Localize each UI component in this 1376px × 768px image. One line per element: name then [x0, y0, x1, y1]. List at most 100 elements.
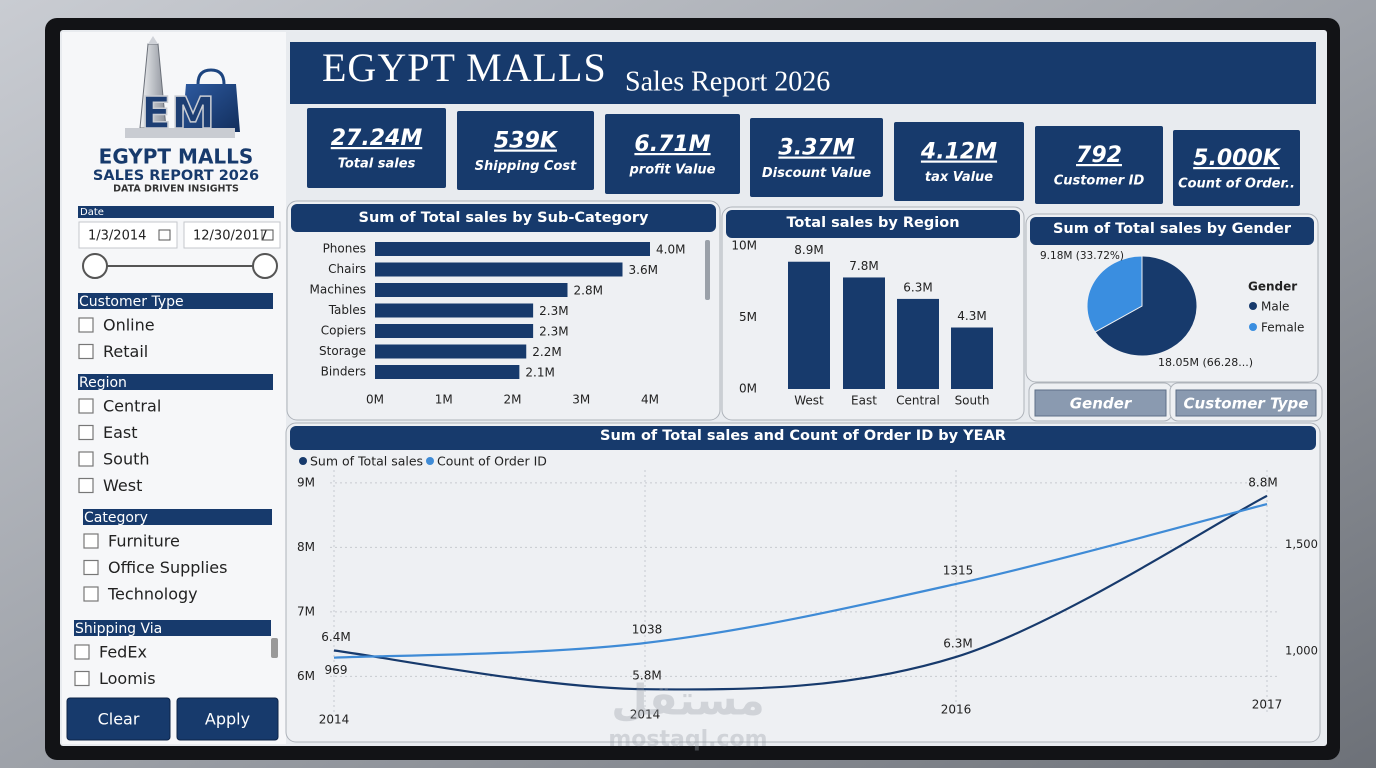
filter-option[interactable]: West: [103, 476, 142, 495]
kpi-value: 27.24M: [331, 126, 423, 151]
date-input[interactable]: [183, 221, 281, 249]
kpi-label: Shipping Cost: [475, 159, 577, 174]
legend-label: Male: [1261, 300, 1289, 314]
filter-option[interactable]: Office Supplies: [108, 558, 227, 577]
filter-header: [74, 620, 271, 636]
kpi-label: Total sales: [338, 157, 416, 172]
tab-label[interactable]: Gender: [1070, 395, 1133, 413]
filter-option[interactable]: Retail: [103, 342, 148, 361]
kpi-label: Customer ID: [1054, 174, 1145, 189]
legend-swatch: [1249, 302, 1257, 310]
logo-bag: [182, 84, 240, 132]
category-label: Binders: [321, 365, 366, 379]
filter-button-label[interactable]: Apply: [205, 710, 250, 729]
checkbox[interactable]: [83, 533, 99, 549]
data-label: 6.3M: [943, 636, 972, 650]
filter-option[interactable]: Furniture: [108, 532, 180, 551]
date-slider-handle[interactable]: [82, 253, 108, 279]
data-label: 2.8M: [574, 284, 603, 298]
calendar-icon[interactable]: [158, 229, 171, 241]
kpi-card: [894, 122, 1024, 201]
kpi-value: 4.12M: [920, 140, 997, 165]
data-label: 18.05M (66.28...): [1158, 356, 1253, 369]
chart-header: [1030, 217, 1314, 245]
data-label: 9.18M (33.72%): [1040, 250, 1124, 262]
kpi-label: Discount Value: [762, 166, 871, 181]
data-label: 2.1M: [525, 366, 554, 380]
filter-option[interactable]: Loomis: [99, 669, 156, 688]
date-label: Date: [80, 207, 104, 218]
y-tick-label: 5M: [739, 310, 757, 324]
y2-tick-label: 1,500: [1285, 537, 1318, 551]
date-value[interactable]: 1/3/2014: [88, 229, 146, 244]
x-tick-label: 1M: [435, 393, 453, 407]
filter-option[interactable]: East: [103, 423, 138, 442]
filter-option[interactable]: South: [103, 450, 150, 469]
header-title: EGYPT MALLS: [322, 45, 607, 90]
checkbox[interactable]: [78, 477, 94, 494]
chart-header: [290, 426, 1316, 450]
filter-button-label[interactable]: Clear: [98, 710, 140, 729]
checkbox[interactable]: [74, 670, 90, 687]
checkbox[interactable]: [74, 644, 90, 660]
y-tick-label: 7M: [297, 604, 315, 618]
logo-initials: EM: [141, 88, 215, 139]
date-slider-handle[interactable]: [252, 253, 278, 279]
filter-button[interactable]: [66, 697, 171, 741]
filter-option[interactable]: Technology: [107, 585, 198, 604]
watermark-latin: mostaql.com: [608, 727, 767, 752]
logo-tagline: DATA DRIVEN INSIGHTS: [113, 184, 239, 195]
data-label: 3.6M: [629, 263, 658, 277]
checkbox[interactable]: [78, 317, 94, 333]
kpi-value: 792: [1076, 143, 1122, 168]
tab-label[interactable]: Customer Type: [1184, 395, 1309, 413]
checkbox[interactable]: [83, 559, 99, 576]
tab[interactable]: [1034, 389, 1167, 417]
bar: [375, 344, 527, 359]
logo-subtitle: SALES REPORT 2026: [93, 168, 259, 184]
filter-title: Region: [79, 375, 127, 391]
checkbox[interactable]: [78, 343, 94, 360]
category-label: Copiers: [321, 324, 366, 338]
line-series: [333, 503, 1268, 659]
calendar-icon[interactable]: [261, 229, 274, 241]
x-tick-label: 2014: [630, 708, 661, 722]
data-label: 4.3M: [957, 309, 986, 323]
kpi-value: 539K: [494, 129, 559, 154]
kpi-label: Count of Order..: [1178, 177, 1295, 192]
chart-title: Total sales by Region: [786, 215, 959, 231]
checkbox[interactable]: [83, 586, 99, 602]
filter-option[interactable]: Central: [103, 397, 161, 416]
line-series: [333, 494, 1268, 691]
date-value[interactable]: 12/30/2017: [193, 229, 268, 244]
data-label: 2.2M: [532, 345, 561, 359]
logo-bag-handle: [196, 68, 226, 85]
data-label: 6.4M: [321, 630, 350, 644]
checkbox[interactable]: [78, 424, 94, 441]
tab[interactable]: [1175, 389, 1317, 417]
kpi-label: profit Value: [629, 163, 716, 178]
kpi-label: tax Value: [925, 170, 993, 185]
date-input[interactable]: [78, 221, 178, 249]
checkbox[interactable]: [78, 451, 94, 467]
bar: [375, 324, 534, 338]
x-tick-label: 2017: [1252, 698, 1283, 712]
filter-option[interactable]: Online: [103, 316, 155, 335]
filter-button[interactable]: [176, 697, 279, 741]
chart-header: [726, 210, 1020, 238]
legend-label: Count of Order ID: [437, 454, 547, 469]
y-tick-label: 10M: [731, 239, 757, 253]
bar: [375, 303, 534, 318]
x-tick-label: 2M: [504, 393, 522, 407]
checkbox[interactable]: [78, 398, 94, 414]
data-label: 8.9M: [794, 243, 823, 257]
chart-title: Sum of Total sales and Count of Order ID…: [600, 428, 1006, 444]
filter-option[interactable]: FedEx: [99, 643, 147, 662]
bar: [897, 298, 939, 389]
chart-panel: [285, 422, 1321, 743]
data-label: 2.3M: [539, 304, 568, 318]
filter-header: [78, 374, 273, 390]
data-label: 5.8M: [632, 669, 661, 683]
legend-swatch: [299, 457, 307, 465]
